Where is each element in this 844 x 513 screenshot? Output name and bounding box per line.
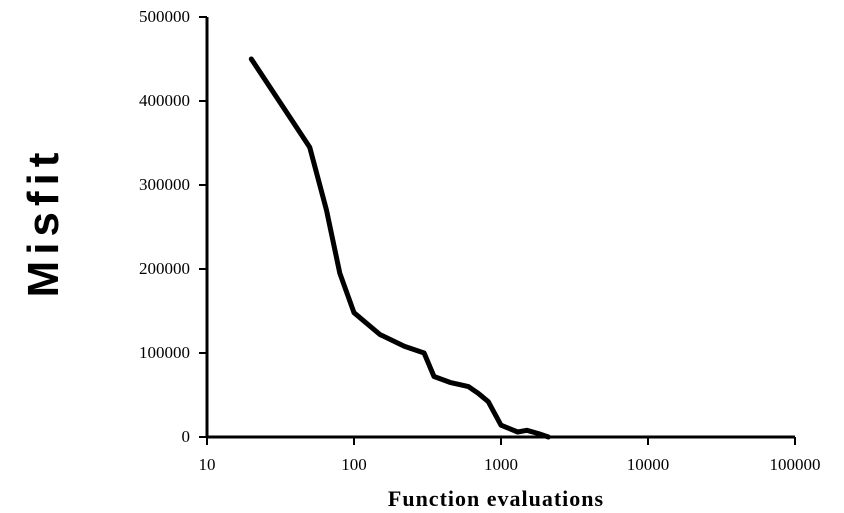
- y-tick-label: 100000: [139, 343, 190, 362]
- x-tick-label: 10000: [627, 455, 670, 474]
- x-tick-label: 100000: [770, 455, 821, 474]
- x-axis-label: Function evaluations: [388, 486, 604, 511]
- y-tick-label: 500000: [139, 7, 190, 26]
- y-tick-label: 200000: [139, 259, 190, 278]
- series-layer: [248, 56, 551, 440]
- y-tick-label: 300000: [139, 175, 190, 194]
- axes: [205, 17, 795, 439]
- x-tick-label: 1000: [484, 455, 518, 474]
- y-axis-label: Misfit: [19, 147, 68, 298]
- misfit-series-line: [248, 56, 551, 440]
- tick-labels: 10 100 1000 10000 100000 0 100000 200000 300000 4…: [139, 7, 821, 474]
- y-tick-label: 400000: [139, 91, 190, 110]
- x-tick-label: 10: [199, 455, 216, 474]
- x-tick-label: 100: [341, 455, 367, 474]
- y-tick-label: 0: [182, 427, 191, 446]
- tick-marks: [199, 16, 796, 445]
